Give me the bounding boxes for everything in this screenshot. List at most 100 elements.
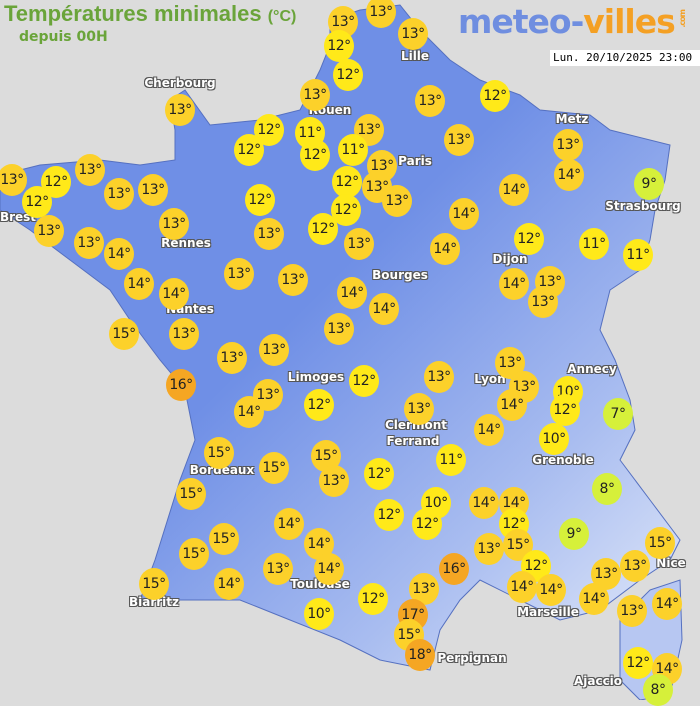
temperature-marker[interactable]: 14° — [274, 508, 304, 540]
temperature-marker[interactable]: 13° — [165, 94, 195, 126]
temperature-marker[interactable]: 13° — [444, 124, 474, 156]
temperature-marker[interactable]: 11° — [338, 134, 368, 166]
temperature-marker[interactable]: 8° — [643, 674, 673, 706]
temperature-marker[interactable]: 13° — [424, 361, 454, 393]
temperature-marker[interactable]: 12° — [41, 166, 71, 198]
city-label-biarritz: Biarritz — [128, 595, 180, 609]
temperature-marker[interactable]: 13° — [169, 318, 199, 350]
temperature-marker[interactable]: 11° — [436, 444, 466, 476]
temperature-marker[interactable]: 13° — [620, 550, 650, 582]
temperature-marker[interactable]: 12° — [358, 583, 388, 615]
temperature-marker[interactable]: 12° — [364, 458, 394, 490]
temperature-marker[interactable]: 13° — [474, 533, 504, 565]
temperature-marker[interactable]: 14° — [507, 571, 537, 603]
temperature-marker[interactable]: 12° — [623, 647, 653, 679]
temperature-marker[interactable]: 13° — [217, 342, 247, 374]
temperature-marker[interactable]: 13° — [75, 154, 105, 186]
temperature-marker[interactable]: 13° — [354, 114, 384, 146]
temperature-marker[interactable]: 12° — [349, 365, 379, 397]
temperature-marker[interactable]: 12° — [333, 59, 363, 91]
temperature-marker[interactable]: 12° — [324, 30, 354, 62]
temperature-marker[interactable]: 13° — [319, 465, 349, 497]
temperature-marker[interactable]: 13° — [254, 218, 284, 250]
temperature-marker[interactable]: 13° — [382, 185, 412, 217]
temperature-marker[interactable]: 14° — [474, 414, 504, 446]
temperature-marker[interactable]: 15° — [109, 318, 139, 350]
temperature-marker[interactable]: 14° — [337, 277, 367, 309]
temperature-marker[interactable]: 13° — [344, 228, 374, 260]
temperature-marker[interactable]: 12° — [332, 166, 362, 198]
temperature-marker[interactable]: 14° — [369, 293, 399, 325]
temperature-marker[interactable]: 12° — [412, 508, 442, 540]
temperature-marker[interactable]: 14° — [499, 174, 529, 206]
meteo-villes-logo[interactable]: meteo-villes .com — [458, 2, 687, 41]
temperature-marker[interactable]: 15° — [645, 527, 675, 559]
temperature-marker[interactable]: 13° — [324, 313, 354, 345]
temperature-marker[interactable]: 14° — [497, 389, 527, 421]
temperature-marker[interactable]: 13° — [404, 393, 434, 425]
temperature-marker[interactable]: 13° — [528, 286, 558, 318]
temperature-marker[interactable]: 11° — [623, 239, 653, 271]
temperature-marker[interactable]: 14° — [430, 233, 460, 265]
temperature-marker[interactable]: 13° — [138, 174, 168, 206]
title-text: Températures minimales — [4, 1, 262, 26]
temperature-marker[interactable]: 14° — [104, 238, 134, 270]
temperature-marker[interactable]: 10° — [539, 423, 569, 455]
temperature-marker[interactable]: 12° — [514, 223, 544, 255]
temperature-marker[interactable]: 13° — [398, 18, 428, 50]
city-label-lille: Lille — [400, 49, 430, 63]
temperature-marker[interactable]: 13° — [553, 129, 583, 161]
temperature-marker[interactable]: 10° — [304, 598, 334, 630]
temperature-marker[interactable]: 14° — [234, 396, 264, 428]
temperature-marker[interactable]: 12° — [480, 80, 510, 112]
temperature-marker[interactable]: 12° — [245, 184, 275, 216]
temperature-marker[interactable]: 13° — [74, 227, 104, 259]
temperature-marker[interactable]: 12° — [550, 394, 580, 426]
temperature-marker[interactable]: 14° — [314, 553, 344, 585]
temperature-marker[interactable]: 13° — [415, 85, 445, 117]
temperature-marker[interactable]: 13° — [591, 558, 621, 590]
map-subtitle: depuis 00H — [19, 29, 108, 45]
temperature-marker[interactable]: 11° — [579, 228, 609, 260]
temperature-marker[interactable]: 7° — [603, 398, 633, 430]
temperature-marker[interactable]: 16° — [439, 553, 469, 585]
temperature-marker[interactable]: 12° — [300, 139, 330, 171]
temperature-marker[interactable]: 12° — [254, 114, 284, 146]
temperature-marker[interactable]: 13° — [366, 0, 396, 28]
temperature-marker[interactable]: 13° — [34, 215, 64, 247]
temperature-marker[interactable]: 9° — [559, 518, 589, 550]
temperature-marker[interactable]: 12° — [374, 499, 404, 531]
temperature-marker[interactable]: 15° — [179, 538, 209, 570]
temperature-marker[interactable]: 14° — [499, 268, 529, 300]
temperature-marker[interactable]: 12° — [234, 134, 264, 166]
temperature-marker[interactable]: 15° — [259, 452, 289, 484]
temperature-marker[interactable]: 13° — [0, 164, 27, 196]
temperature-marker[interactable]: 14° — [469, 487, 499, 519]
temperature-marker[interactable]: 9° — [634, 168, 664, 200]
temperature-marker[interactable]: 13° — [259, 334, 289, 366]
temperature-marker[interactable]: 14° — [124, 268, 154, 300]
temperature-marker[interactable]: 15° — [209, 523, 239, 555]
temperature-marker[interactable]: 14° — [536, 574, 566, 606]
temperature-marker[interactable]: 13° — [159, 208, 189, 240]
temperature-marker[interactable]: 14° — [579, 583, 609, 615]
temperature-marker[interactable]: 18° — [405, 639, 435, 671]
temperature-marker[interactable]: 12° — [308, 213, 338, 245]
temperature-marker[interactable]: 12° — [304, 389, 334, 421]
temperature-marker[interactable]: 16° — [166, 369, 196, 401]
temperature-marker[interactable]: 14° — [652, 588, 682, 620]
temperature-marker[interactable]: 13° — [300, 79, 330, 111]
temperature-marker[interactable]: 13° — [617, 595, 647, 627]
temperature-marker[interactable]: 8° — [592, 473, 622, 505]
temperature-marker[interactable]: 15° — [139, 568, 169, 600]
temperature-marker[interactable]: 15° — [204, 437, 234, 469]
temperature-marker[interactable]: 14° — [554, 159, 584, 191]
temperature-marker[interactable]: 14° — [159, 278, 189, 310]
temperature-marker[interactable]: 13° — [224, 258, 254, 290]
temperature-marker[interactable]: 14° — [449, 198, 479, 230]
temperature-marker[interactable]: 13° — [278, 264, 308, 296]
temperature-marker[interactable]: 13° — [263, 553, 293, 585]
temperature-marker[interactable]: 14° — [214, 568, 244, 600]
temperature-marker[interactable]: 13° — [104, 178, 134, 210]
temperature-marker[interactable]: 15° — [176, 478, 206, 510]
